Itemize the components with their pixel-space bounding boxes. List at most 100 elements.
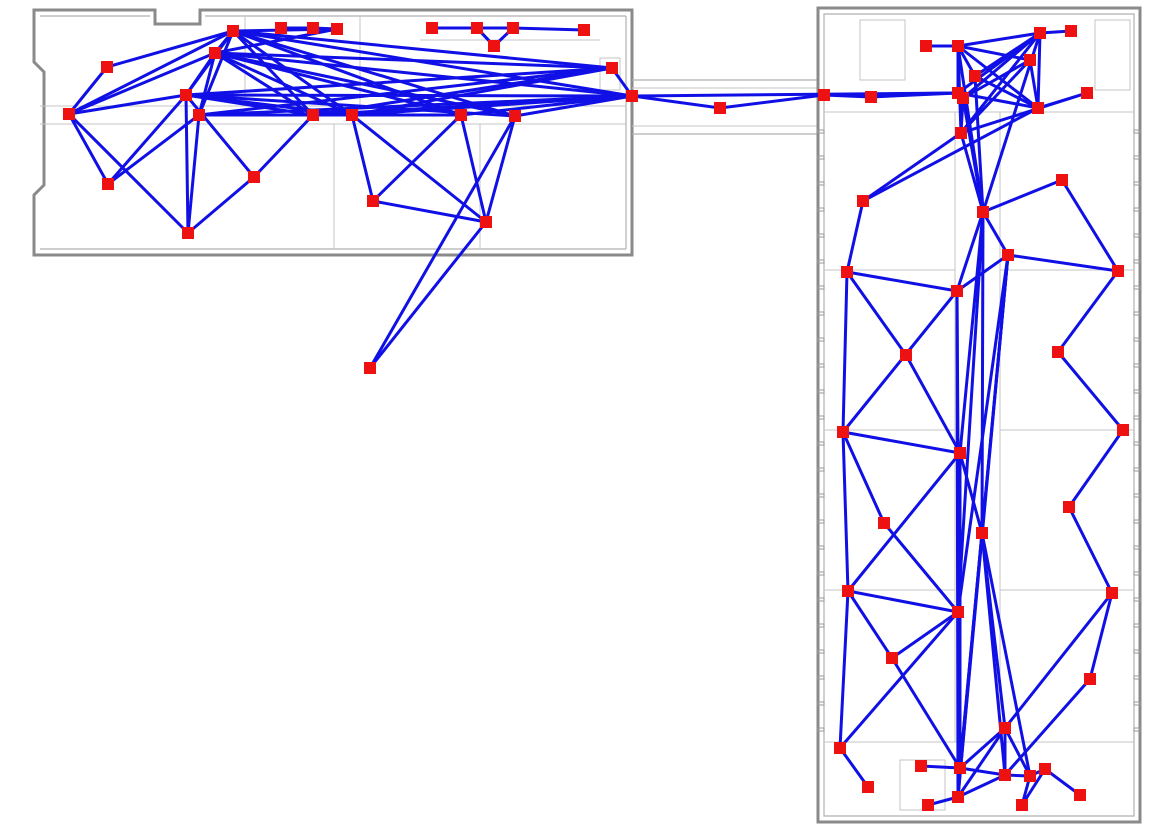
graph-edge [973, 74, 1040, 110]
left-wing-inner-wall [40, 15, 627, 250]
window-tick [817, 701, 825, 706]
window-tick [817, 597, 825, 602]
graph-edge [841, 270, 849, 434]
window-tick [1133, 389, 1141, 394]
graph-edge [956, 31, 1042, 48]
graph-node [426, 22, 438, 34]
graph-node [841, 266, 853, 278]
graph-edge [105, 29, 235, 69]
graph-edge [956, 91, 1040, 110]
graph-edge [197, 51, 217, 117]
graph-edge [184, 93, 256, 179]
graph-node [951, 285, 963, 297]
window-tick [817, 519, 825, 524]
graph-edge [184, 51, 217, 97]
window-tick [817, 571, 825, 576]
graph-edge [956, 531, 984, 799]
graph-edge [106, 93, 188, 186]
graph-edge [980, 531, 1032, 778]
graph-edge [1056, 269, 1120, 354]
graph-node [1074, 789, 1086, 801]
window-tick [817, 337, 825, 342]
graph-node [606, 62, 618, 74]
graph-node [952, 791, 964, 803]
right-wing-stairs [859, 19, 1131, 811]
window-tick [817, 649, 825, 654]
graph-edge [368, 220, 488, 370]
graph-edge [959, 31, 1042, 135]
graph-node [865, 91, 877, 103]
graph-node [1063, 501, 1075, 513]
graph-node [307, 109, 319, 121]
graph-edge [213, 51, 634, 98]
window-tick [817, 545, 825, 550]
graph-edge [1067, 505, 1114, 595]
window-tick [1133, 441, 1141, 446]
graph-node [878, 517, 890, 529]
graph-edge [1088, 591, 1114, 681]
graph-edge [956, 210, 985, 614]
graph-edge [67, 29, 235, 116]
window-tick [817, 389, 825, 394]
graph-edge [956, 44, 1032, 62]
graph-edge [184, 93, 634, 98]
window-tick [817, 727, 825, 732]
graph-edge [213, 51, 614, 70]
graph-node [1052, 346, 1064, 358]
graph-edge [882, 521, 960, 614]
graph-node [900, 349, 912, 361]
graph-edge [371, 199, 488, 224]
graph-edge [838, 746, 870, 789]
graph-edge [1003, 677, 1092, 777]
graph-edge [186, 113, 201, 235]
graph-edge [184, 66, 614, 97]
graph-node [509, 110, 521, 122]
graph-node [346, 109, 358, 121]
graph-node [488, 40, 500, 52]
graph-edge [484, 114, 517, 224]
graph-node [1024, 54, 1036, 66]
graph-edge [955, 210, 985, 293]
graph-edge [630, 94, 722, 110]
graph-node [1032, 102, 1044, 114]
graph-edge [955, 253, 1010, 293]
graph-edge [184, 93, 354, 117]
graph-node [969, 70, 981, 82]
graph-node [976, 527, 988, 539]
window-tick [817, 675, 825, 680]
graph-edge [459, 94, 634, 117]
window-tick [1133, 675, 1141, 680]
graph-edge [838, 610, 960, 750]
graph-edge [368, 114, 517, 370]
window-tick [1133, 649, 1141, 654]
connector-inner-walls [632, 87, 818, 127]
graph-node [180, 89, 192, 101]
graph-node [842, 585, 854, 597]
graph-edge [1006, 253, 1120, 273]
window-tick [817, 467, 825, 472]
window-tick [1133, 701, 1141, 706]
connector-walls [632, 79, 818, 135]
graph-node [837, 426, 849, 438]
left-wing-floor-plan [32, 8, 634, 257]
graph-node [952, 40, 964, 52]
window-tick [1133, 571, 1141, 576]
graph-edge [861, 131, 963, 203]
window-tick [817, 181, 825, 186]
window-tick [1133, 727, 1141, 732]
graph-node [1084, 673, 1096, 685]
graph-node [922, 799, 934, 811]
graph-edge [718, 93, 826, 110]
graph-node [471, 22, 483, 34]
graph-node [862, 781, 874, 793]
graph-edge [1028, 58, 1040, 110]
graph-node [102, 178, 114, 190]
graph-edge [841, 430, 850, 593]
graph-edge [511, 26, 586, 32]
graph-node [1117, 424, 1129, 436]
right-wing-outer-wall [816, 6, 1142, 824]
window-tick [1133, 285, 1141, 290]
graph-node [834, 742, 846, 754]
graph-node [1056, 174, 1068, 186]
